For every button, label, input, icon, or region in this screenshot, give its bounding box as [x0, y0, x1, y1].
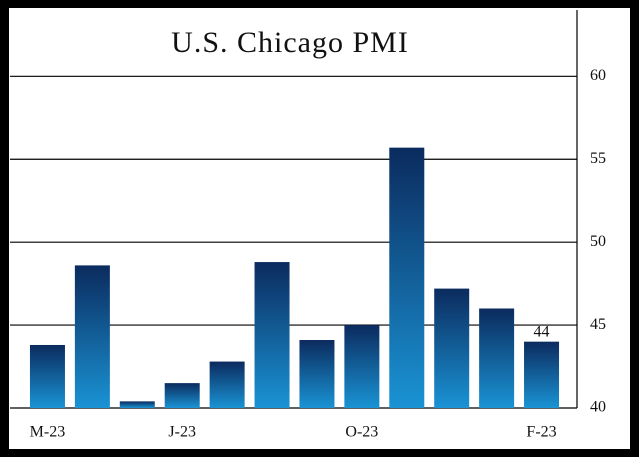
bar: [74, 265, 110, 408]
y-tick-label: 60: [590, 67, 606, 84]
bar: [119, 401, 155, 408]
bar: [209, 361, 245, 408]
bar: [344, 325, 380, 408]
bar: [299, 340, 335, 408]
bar: [389, 147, 425, 408]
y-tick-label: 55: [590, 150, 606, 167]
y-tick-label: 50: [590, 233, 606, 250]
y-tick-label: 40: [590, 399, 606, 416]
x-tick-label: M-23: [30, 424, 66, 441]
bar: [479, 308, 515, 408]
bar: [254, 262, 290, 408]
y-tick-label: 45: [590, 316, 606, 333]
bar: [524, 341, 560, 408]
data-label: 44: [534, 323, 550, 340]
x-tick-label: O-23: [345, 424, 378, 441]
bar: [164, 383, 200, 408]
bar: [29, 344, 65, 408]
x-tick-label: J-23: [168, 424, 196, 441]
x-tick-label: F-23: [526, 424, 556, 441]
chart-title: U.S. Chicago PMI: [171, 26, 409, 59]
bar: [434, 288, 470, 408]
